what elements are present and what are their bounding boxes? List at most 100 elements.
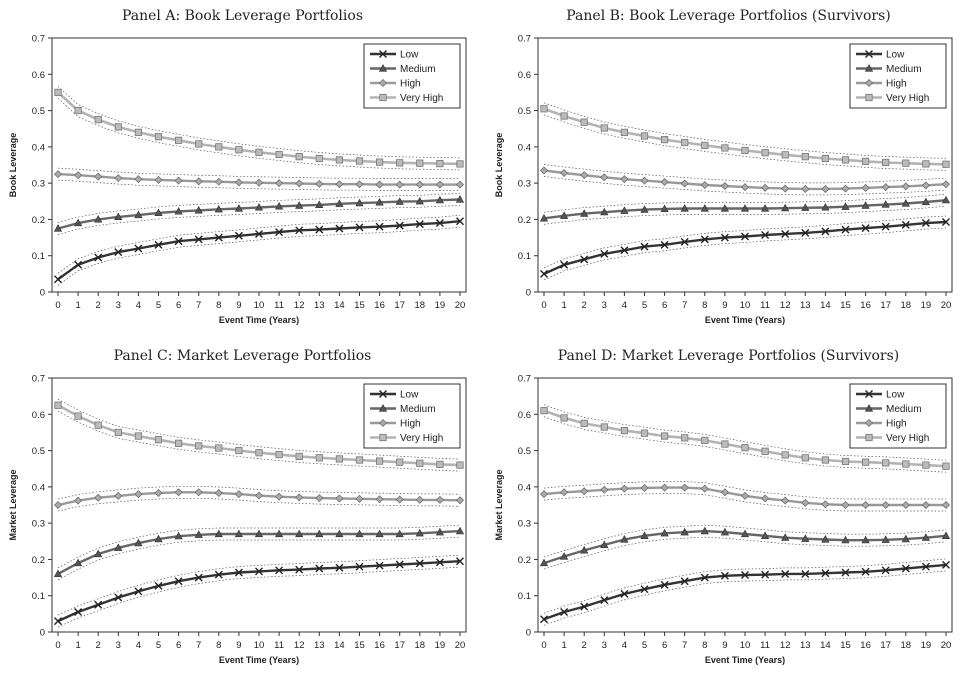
- y-tick-label: 0: [40, 288, 45, 299]
- data-point: [721, 144, 729, 152]
- data-point: [620, 206, 629, 214]
- x-tick-label: 17: [880, 640, 891, 651]
- y-tick-label: 0.4: [32, 142, 45, 153]
- data-point: [901, 501, 910, 509]
- series-line: [543, 107, 947, 166]
- data-point: [922, 160, 930, 168]
- y-tick-label: 0.6: [518, 70, 531, 81]
- data-point: [781, 184, 790, 193]
- legend: Low Medium High Very High: [849, 43, 947, 109]
- confidence-band: [543, 570, 947, 626]
- data-point: [335, 180, 344, 189]
- x-tick-label: 2: [582, 640, 587, 651]
- y-tick-label: 0: [526, 628, 531, 639]
- series-very-high: [540, 102, 950, 171]
- data-point: [942, 560, 950, 569]
- data-point: [841, 457, 850, 466]
- data-point: [741, 183, 749, 192]
- data-point: [275, 179, 284, 188]
- data-point: [660, 204, 669, 213]
- data-point: [921, 501, 930, 509]
- y-tick-label: 0.5: [518, 106, 531, 117]
- data-point: [114, 593, 123, 602]
- data-point: [560, 488, 569, 497]
- data-point: [435, 180, 444, 189]
- data-point: [134, 128, 142, 136]
- panel-d: Panel D: Market Leverage Portfolios (Sur…: [486, 340, 971, 678]
- panel-c: Panel C: Market Leverage Portfolios 0 0.1 0…: [0, 340, 485, 678]
- x-tick-label: 7: [196, 640, 201, 651]
- panel-b: Panel B: Book Leverage Portfolios (Survi…: [486, 0, 971, 338]
- data-point: [94, 253, 103, 262]
- data-point: [315, 200, 324, 209]
- data-point: [416, 459, 424, 467]
- series-low: [54, 214, 464, 286]
- data-point: [580, 118, 588, 126]
- data-point: [861, 201, 870, 209]
- legend-marker: [865, 419, 873, 427]
- data-point: [455, 195, 465, 203]
- y-tick-label: 0.2: [32, 555, 45, 566]
- data-point: [315, 154, 323, 163]
- data-point: [355, 223, 364, 232]
- data-point: [700, 235, 709, 244]
- data-point: [214, 177, 223, 186]
- data-point: [580, 419, 588, 427]
- data-point: [54, 88, 62, 97]
- data-point: [741, 444, 749, 452]
- data-point: [456, 180, 464, 189]
- data-point: [801, 454, 809, 462]
- confidence-band: [543, 102, 947, 159]
- data-point: [174, 488, 183, 497]
- data-point: [781, 151, 789, 159]
- data-point: [781, 451, 789, 459]
- data-point: [74, 496, 83, 505]
- data-point: [620, 589, 629, 598]
- data-point: [740, 529, 750, 538]
- data-point: [660, 178, 669, 187]
- x-tick-label: 18: [901, 300, 912, 311]
- data-point: [355, 529, 364, 538]
- series-line: [57, 560, 461, 623]
- data-point: [415, 220, 424, 229]
- x-tick-label: 4: [622, 300, 627, 311]
- data-point: [295, 493, 304, 502]
- series-line: [543, 563, 947, 621]
- y-axis-label: Book Leverage: [8, 133, 18, 198]
- x-tick-label: 8: [216, 640, 221, 651]
- data-point: [255, 178, 263, 187]
- data-point: [580, 602, 589, 611]
- data-point: [861, 183, 870, 192]
- data-point: [335, 563, 344, 572]
- data-point: [54, 401, 62, 409]
- data-point: [254, 203, 264, 211]
- y-tick-label: 0.7: [518, 34, 531, 45]
- data-point: [234, 490, 243, 499]
- data-point: [941, 531, 951, 539]
- data-point: [740, 204, 750, 212]
- series-low: [540, 558, 950, 626]
- data-point: [215, 444, 223, 452]
- y-tick-label: 0.7: [32, 34, 45, 45]
- x-tick-label: 11: [760, 300, 770, 311]
- series-high: [54, 485, 464, 512]
- legend-label-low: Low: [400, 50, 419, 61]
- data-point: [761, 570, 770, 579]
- data-point: [921, 219, 930, 228]
- data-point: [700, 180, 709, 189]
- confidence-band: [57, 193, 461, 223]
- data-point: [295, 179, 304, 188]
- data-point: [154, 436, 163, 444]
- data-point: [355, 494, 364, 503]
- legend-box: [363, 383, 461, 449]
- x-tick-label: 7: [682, 300, 687, 311]
- data-point: [720, 182, 729, 191]
- x-tick-label: 11: [760, 640, 770, 651]
- data-point: [620, 175, 629, 184]
- data-point: [801, 153, 809, 161]
- legend-label-high: High: [886, 79, 907, 90]
- y-tick-label: 0.4: [518, 482, 531, 493]
- x-tick-label: 9: [236, 300, 241, 311]
- data-point: [396, 159, 404, 167]
